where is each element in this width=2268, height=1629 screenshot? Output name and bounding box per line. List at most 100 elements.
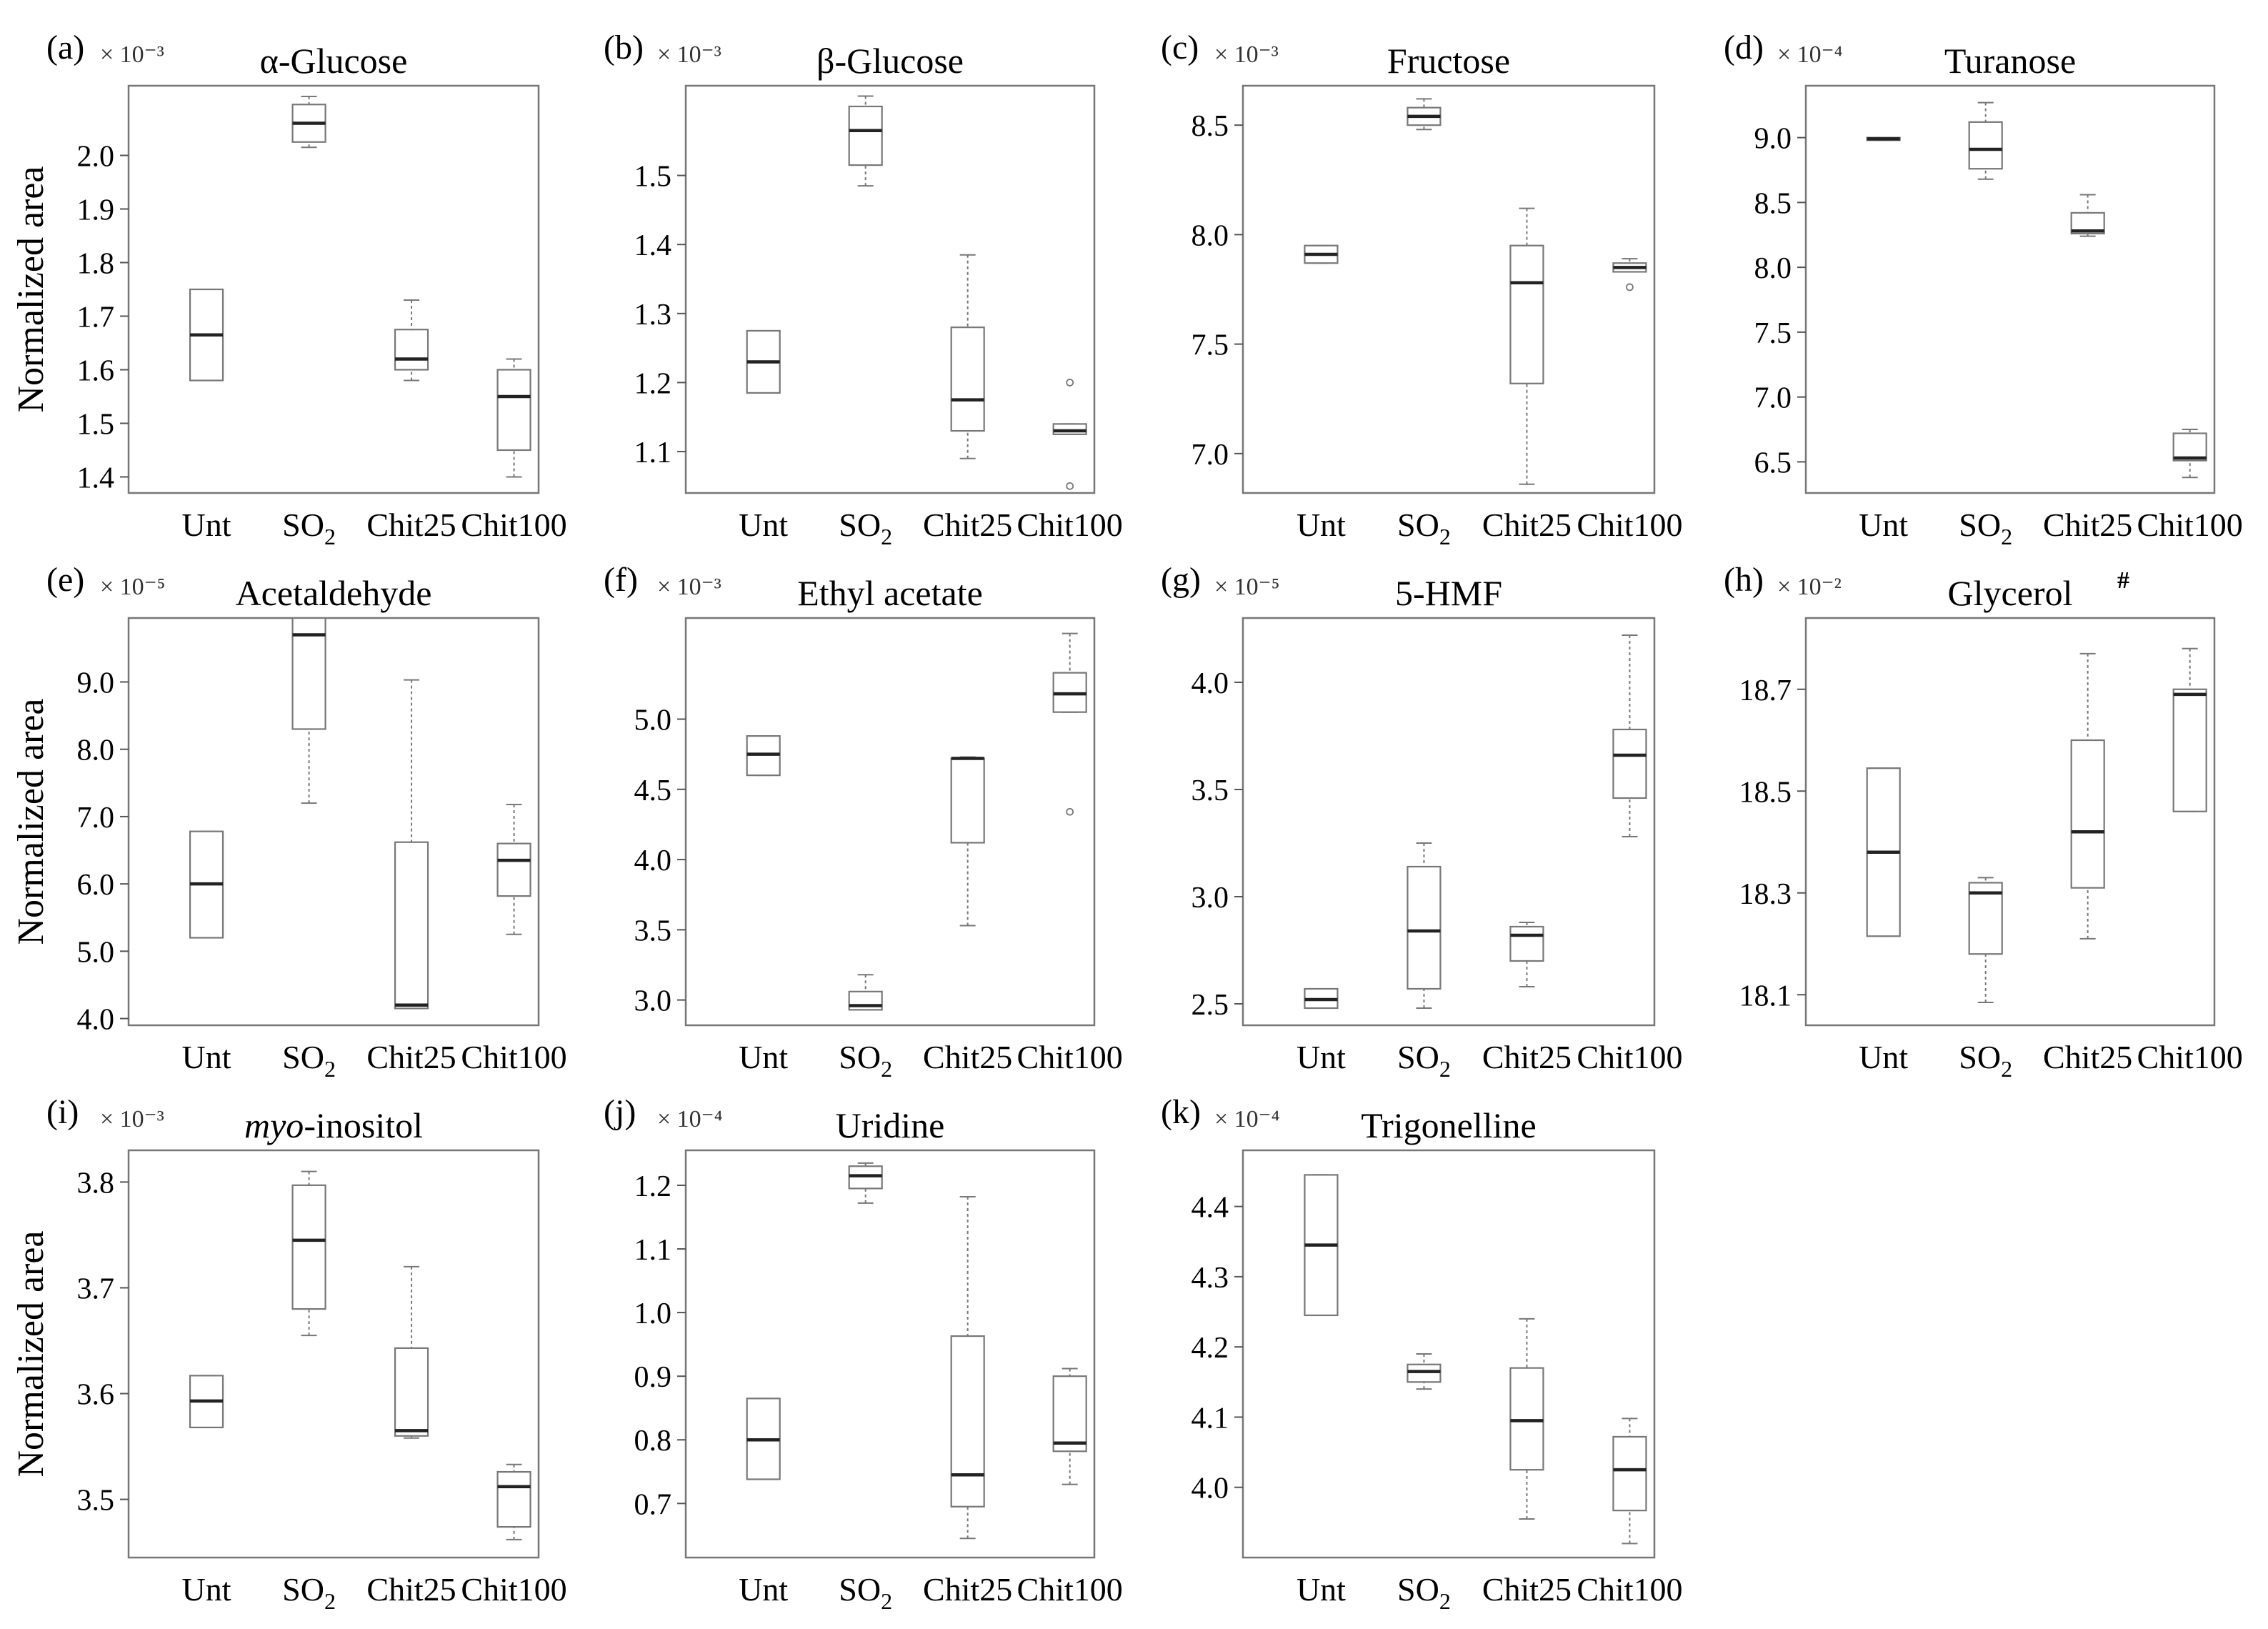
panel-g: (g) × 10⁻⁵ 5-HMF 2.5 3.0 3.5 4.0 Unt SO2 Chit25 Ch…: [1161, 561, 1683, 1082]
box-SO2: [291, 96, 326, 149]
category-label: Chit25: [1482, 1039, 1572, 1075]
box-Unt: [189, 1375, 224, 1428]
category-label-subscript: 2: [881, 1588, 892, 1614]
iqr-box: [1509, 1367, 1544, 1471]
y-tick-label: 4.0: [1192, 1473, 1229, 1505]
plot-frame: [1242, 617, 1656, 1027]
y-tick-label: 4.4: [1192, 1192, 1229, 1225]
iqr-box: [1612, 1435, 1647, 1512]
y-tick-label: 8.0: [1192, 219, 1229, 252]
scale-multiplier: × 10⁻⁴: [1777, 41, 1842, 68]
box-SO2: [1968, 101, 2003, 180]
category-label-base: SO: [1959, 507, 2001, 543]
category-label: SO2: [839, 1571, 892, 1614]
panel-title: Turanose: [1944, 41, 2076, 81]
box-Chit25: [394, 679, 429, 1010]
y-tick-label: 4.0: [77, 1004, 115, 1037]
y-tick-label: 7.0: [1754, 382, 1792, 415]
box-Unt: [746, 1398, 781, 1480]
y-tick-label: 8.5: [1754, 187, 1792, 220]
y-axis-label: Normalized area: [11, 1230, 51, 1477]
category-label: Chit100: [1577, 1039, 1682, 1075]
iqr-box: [950, 757, 985, 844]
box-SO2: [1407, 98, 1442, 131]
outlier-point: [1066, 807, 1074, 816]
iqr-box: [2172, 432, 2207, 462]
y-tick-label: 6.0: [77, 869, 115, 902]
panel-i: (i) × 10⁻³ myo-inositol 3.5 3.6 3.7 3.8 Normali…: [11, 1093, 567, 1614]
iqr-box: [394, 1347, 429, 1437]
scale-multiplier: × 10⁻³: [100, 41, 164, 68]
scale-multiplier: × 10⁻²: [1777, 574, 1842, 600]
category-label: Chit100: [1577, 507, 1682, 543]
panel-k: (k) × 10⁻⁴ Trigonelline 4.0 4.1 4.2 4.3 4.4 Unt S…: [1161, 1093, 1683, 1614]
category-label: Chit100: [461, 507, 566, 543]
category-label: SO2: [282, 1571, 336, 1614]
panel-letter: (h): [1724, 561, 1764, 599]
y-tick-label: 1.0: [634, 1297, 672, 1330]
y-tick-label: 1.4: [634, 229, 672, 262]
iqr-box: [950, 1335, 985, 1508]
category-label: Chit100: [1577, 1571, 1682, 1608]
box-Chit25: [950, 254, 985, 459]
y-tick-label: 1.5: [634, 161, 672, 194]
box-SO2: [291, 1170, 326, 1337]
panel-title: Acetaldehyde: [236, 573, 432, 613]
category-label: Unt: [739, 507, 788, 543]
panel-letter: (k): [1161, 1093, 1201, 1131]
box-Chit25: [2070, 652, 2105, 940]
y-tick-label: 18.7: [1739, 674, 1792, 707]
y-tick-label: 4.3: [1192, 1262, 1229, 1295]
category-label: Chit25: [2043, 507, 2132, 543]
iqr-box: [950, 327, 985, 432]
category-label-base: SO: [1397, 1039, 1439, 1075]
box-SO2: [291, 617, 326, 804]
category-label: Chit100: [1017, 507, 1123, 543]
y-tick-label: 4.1: [1192, 1402, 1229, 1435]
panel-letter: (i): [46, 1093, 79, 1131]
category-label-subscript: 2: [1439, 1056, 1451, 1082]
y-tick-label: 18.3: [1739, 878, 1792, 911]
scale-multiplier: × 10⁻³: [657, 574, 721, 600]
category-label-base: SO: [839, 1039, 881, 1075]
box-Chit100: [2172, 647, 2207, 812]
panel-letter: (e): [46, 561, 84, 599]
panel-letter: (d): [1724, 29, 1764, 66]
scale-multiplier: × 10⁻⁵: [1214, 574, 1279, 600]
box-Unt: [746, 329, 781, 394]
panel-c: (c) × 10⁻³ Fructose 7.0 7.5 8.0 8.5 Unt SO2 Chit2…: [1161, 29, 1683, 549]
panel-letter: (f): [604, 561, 638, 599]
y-tick-label: 7.5: [1192, 329, 1229, 362]
y-axis-label: Normalized area: [11, 166, 51, 412]
y-tick-label: 0.8: [634, 1425, 672, 1458]
iqr-box: [291, 617, 326, 730]
box-Chit25: [2070, 194, 2105, 237]
iqr-box: [1509, 244, 1544, 384]
scale-multiplier: × 10⁻³: [657, 41, 721, 68]
y-tick-label: 4.0: [634, 845, 672, 877]
category-label-base: SO: [839, 1571, 881, 1608]
category-label: Chit25: [1482, 1571, 1572, 1608]
iqr-box: [1968, 882, 2003, 955]
category-label: Chit100: [1017, 1039, 1123, 1075]
outlier-point: [1066, 482, 1074, 490]
category-label-base: SO: [282, 507, 324, 543]
box-Unt: [1866, 767, 1901, 937]
category-label: Unt: [182, 1039, 231, 1075]
plot-frame: [127, 617, 540, 1027]
category-label-subscript: 2: [2001, 1056, 2012, 1082]
box-Chit100: [1612, 1418, 1647, 1545]
panel-title: Uridine: [836, 1105, 945, 1145]
y-tick-label: 18.5: [1739, 776, 1792, 809]
iqr-box: [394, 841, 429, 1010]
y-tick-label: 1.1: [634, 1234, 672, 1267]
category-label: Chit25: [2043, 1039, 2132, 1075]
iqr-box: [496, 369, 531, 452]
iqr-box: [848, 105, 883, 166]
panel-f: (f) × 10⁻³ Ethyl acetate 3.0 3.5 4.0 4.5 5.0 Unt…: [604, 561, 1123, 1082]
category-label: SO2: [1397, 1039, 1451, 1082]
plot-frame: [684, 1149, 1096, 1559]
iqr-box: [1509, 925, 1544, 962]
category-label-subscript: 2: [324, 1056, 336, 1082]
category-label: SO2: [839, 1039, 892, 1082]
